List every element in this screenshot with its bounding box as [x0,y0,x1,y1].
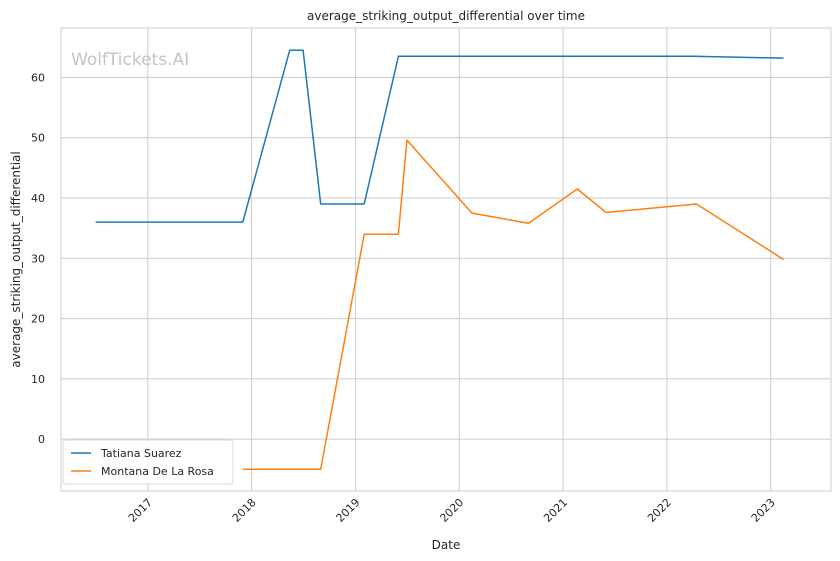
plot-area [60,27,832,492]
grid-lines [61,28,831,491]
series-line-1 [95,49,784,223]
plot-frame [60,27,832,492]
legend-label: Tatiana Suarez [100,447,182,460]
y-tick-label: 40 [31,192,45,205]
y-axis-title: average_striking_output_differential [9,151,23,367]
legend: Tatiana Suarez Montana De La Rosa [62,439,234,485]
y-axis-ticks: 0 10 20 30 40 50 60 [31,71,45,446]
y-tick-label: 50 [31,132,45,145]
chart-title: average_striking_output_differential ove… [307,9,585,23]
y-tick-label: 0 [38,433,45,446]
y-tick-label: 10 [31,373,45,386]
x-axis-title: Date [432,538,461,552]
watermark-text: WolfTickets.AI [71,50,189,70]
legend-label: Montana De La Rosa [101,465,214,478]
series-lines [95,49,784,471]
plot-background [61,28,831,491]
y-tick-label: 60 [31,71,45,84]
y-tick-label: 20 [31,313,45,326]
series-line-2 [242,139,784,471]
legend-box [62,439,234,485]
y-tick-label: 30 [31,252,45,265]
